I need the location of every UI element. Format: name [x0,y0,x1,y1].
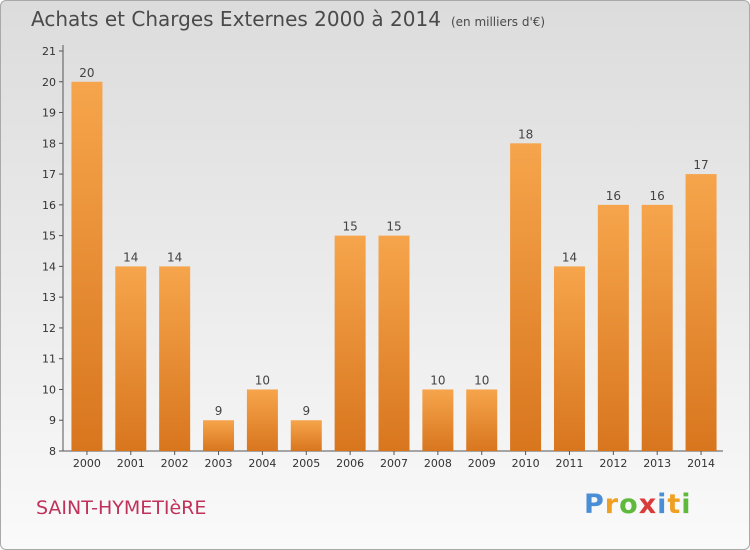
y-tick-label: 9 [49,414,56,427]
logo-letter: i [657,489,668,520]
bar-value-label: 9 [302,404,310,418]
bar [597,204,629,451]
x-tick-label: 2007 [380,457,408,470]
bar [115,266,147,451]
bar [203,420,235,451]
x-tick-label: 2005 [292,457,320,470]
logo-letter: o [619,489,639,520]
bar-value-label: 16 [650,189,665,203]
bar [685,174,717,452]
bar [378,235,410,451]
y-tick-label: 8 [49,445,56,458]
logo-letter: x [638,489,658,520]
x-tick-label: 2002 [161,457,189,470]
chart-title-text: Achats et Charges Externes 2000 à 2014 [31,7,441,31]
logo-letter: P [584,489,605,520]
bar-value-label: 10 [430,373,445,387]
y-tick-label: 18 [42,137,56,150]
bar-value-label: 10 [474,373,489,387]
chart-unit: (en milliers d'€) [450,15,546,29]
x-tick-label: 2001 [117,457,145,470]
x-tick-label: 2009 [468,457,496,470]
proxiti-logo: Proxiti [584,489,692,520]
logo-letter: t [667,489,682,520]
bar [553,266,585,451]
bar-value-label: 14 [123,250,138,264]
y-tick-label: 20 [42,76,56,89]
bar-value-label: 18 [518,127,533,141]
bar-value-label: 9 [215,404,223,418]
y-tick-label: 12 [42,322,56,335]
y-tick-label: 19 [42,107,56,120]
x-tick-label: 2013 [643,457,671,470]
bar [334,235,366,451]
x-tick-label: 2010 [512,457,540,470]
y-tick-label: 14 [42,260,56,273]
logo-letter: r [604,489,620,520]
bar-value-label: 14 [167,250,182,264]
x-tick-label: 2003 [205,457,233,470]
bar [71,81,103,452]
y-tick-label: 15 [42,230,56,243]
bar-value-label: 16 [606,189,621,203]
chart-title: Achats et Charges Externes 2000 à 2014 (e… [31,7,545,31]
bar [466,389,498,451]
bar [159,266,191,451]
x-tick-label: 2004 [248,457,276,470]
bar-value-label: 20 [79,66,94,80]
y-tick-label: 11 [42,353,56,366]
y-tick-label: 10 [42,383,56,396]
bar [246,389,278,451]
y-tick-label: 13 [42,291,56,304]
bar-value-label: 15 [386,220,401,234]
bar [510,143,542,452]
bar-value-label: 10 [255,373,270,387]
bar-value-label: 15 [342,220,357,234]
bar [290,420,322,451]
logo-letter: i [681,489,692,520]
x-tick-label: 2012 [599,457,627,470]
bar [641,204,673,451]
bar [422,389,454,451]
x-tick-label: 2000 [73,457,101,470]
bar-value-label: 14 [562,250,577,264]
y-tick-label: 21 [42,45,56,58]
x-tick-label: 2008 [424,457,452,470]
bar-value-label: 17 [693,158,708,172]
commune-name: SAINT-HYMETIèRE [36,497,207,519]
y-tick-label: 17 [42,168,56,181]
x-tick-label: 2014 [687,457,715,470]
x-tick-label: 2006 [336,457,364,470]
y-tick-label: 16 [42,199,56,212]
x-tick-label: 2011 [555,457,583,470]
